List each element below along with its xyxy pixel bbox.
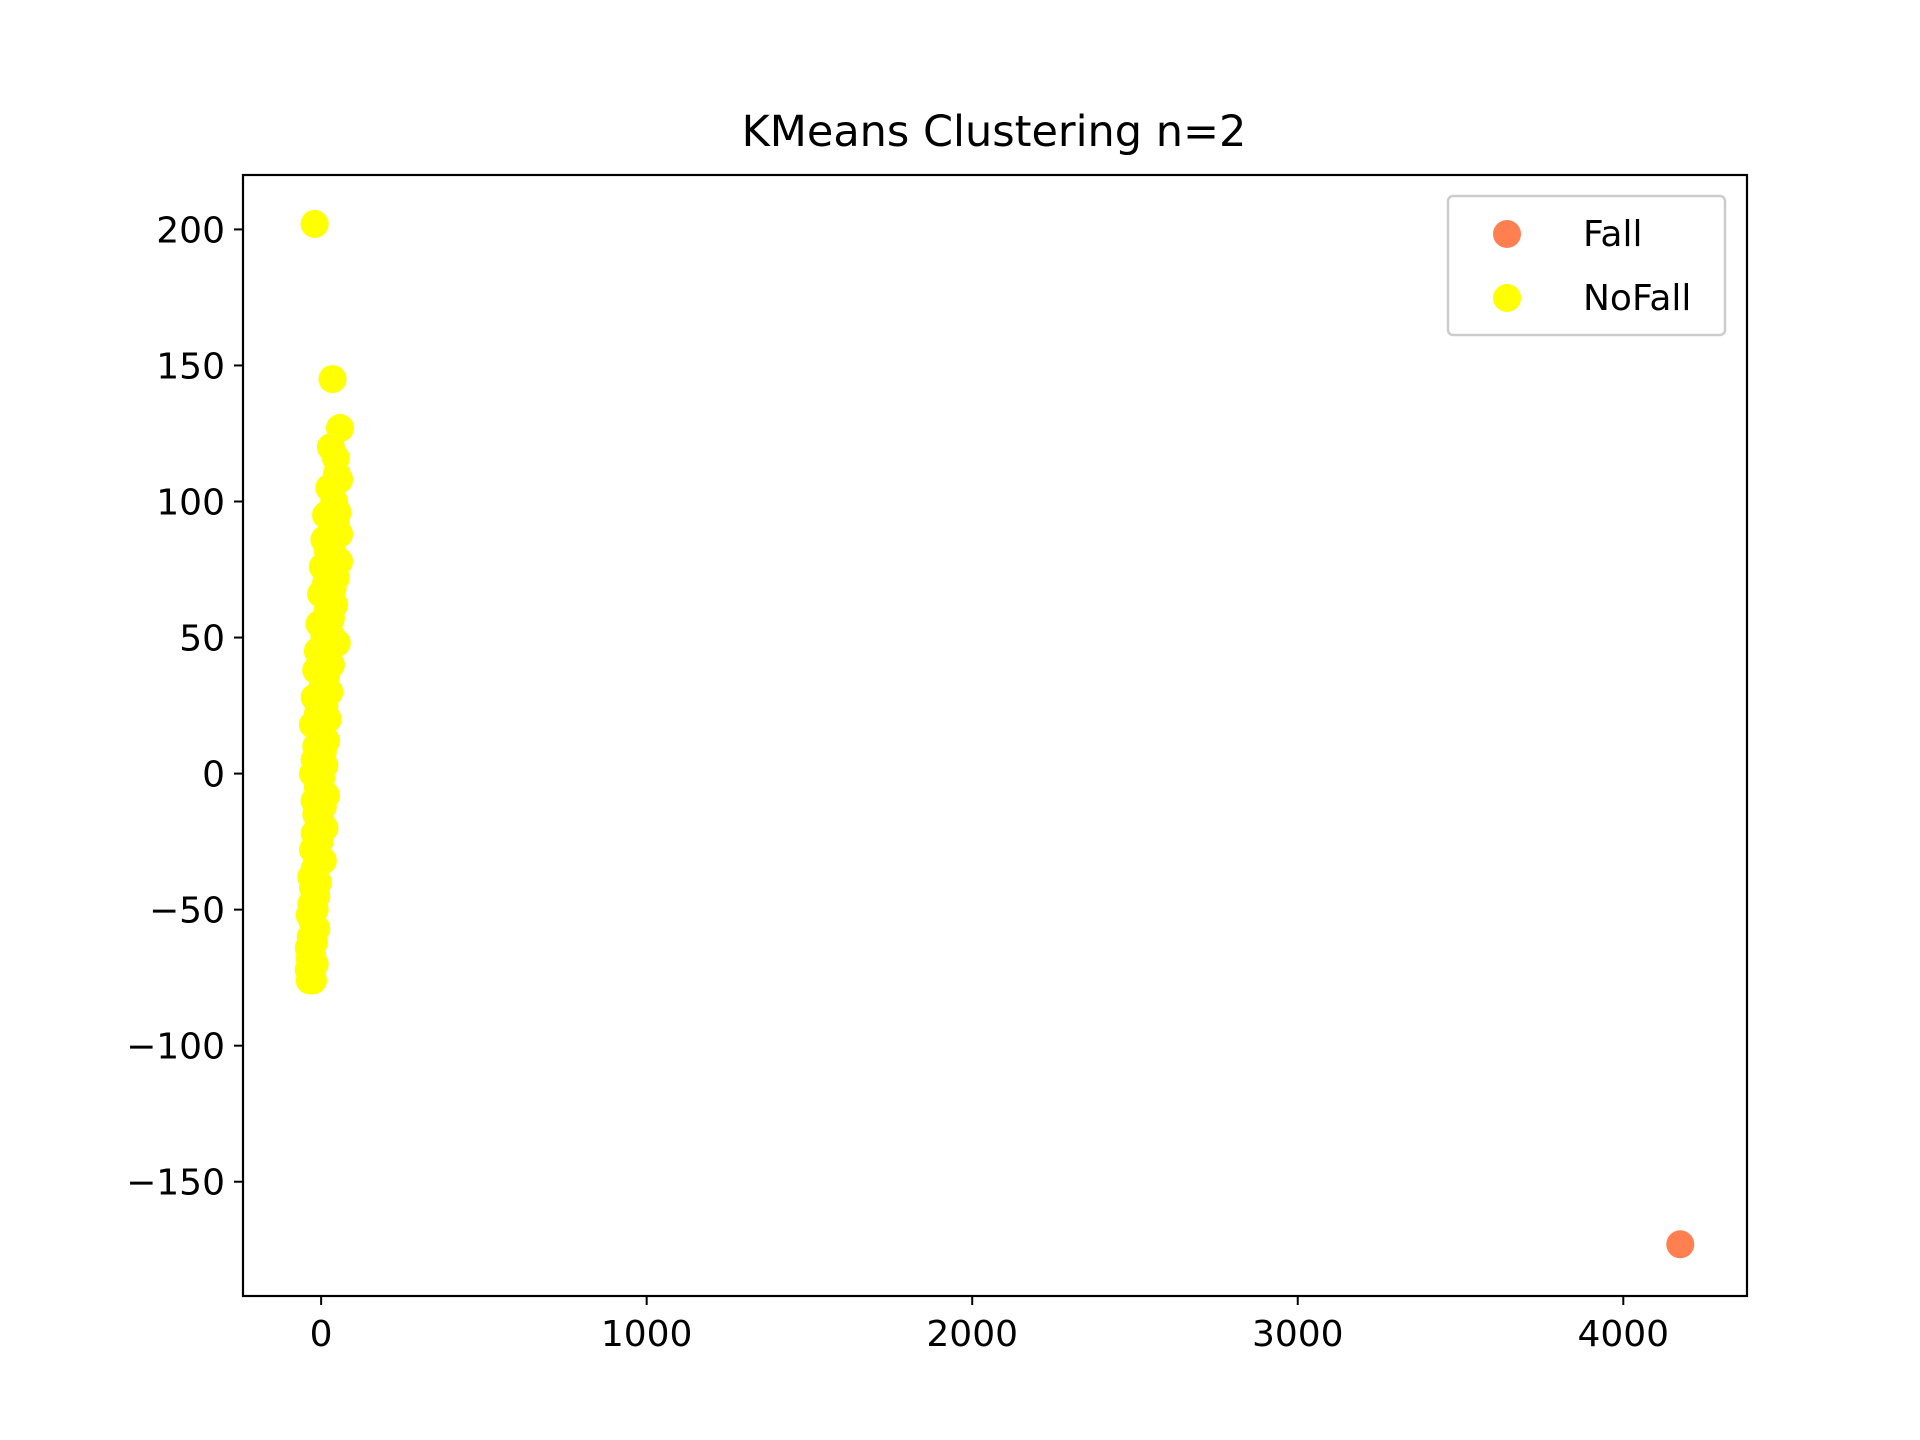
data-point-nofall	[298, 966, 327, 995]
y-tick-label: 150	[156, 346, 225, 387]
plot-area	[243, 175, 1747, 1296]
y-tick-label: −100	[126, 1027, 225, 1068]
series-fall	[1666, 1230, 1695, 1259]
legend-marker-fall	[1493, 220, 1521, 248]
data-point-fall	[1666, 1230, 1695, 1259]
x-tick-label: 0	[310, 1314, 333, 1355]
y-tick-label: 200	[156, 210, 225, 251]
y-tick-label: −150	[126, 1163, 225, 1204]
chart-title: KMeans Clustering n=2	[742, 107, 1247, 157]
x-tick-label: 3000	[1252, 1314, 1344, 1355]
legend-marker-nofall	[1493, 284, 1521, 312]
data-point-nofall	[300, 209, 329, 238]
legend-label-fall: Fall	[1583, 214, 1642, 255]
legend-label-nofall: NoFall	[1583, 278, 1691, 319]
y-tick-label: 0	[202, 755, 225, 796]
y-tick-label: 100	[156, 483, 225, 524]
y-tick-label: 50	[179, 619, 225, 660]
x-axis: 0 1000 2000 3000 4000	[310, 1296, 1669, 1355]
plot-frame	[241, 173, 1749, 1298]
x-tick-label: 4000	[1577, 1314, 1669, 1355]
y-axis: −150 −100 −50 0 50 100 150 200	[126, 210, 243, 1204]
legend: Fall NoFall	[1446, 194, 1727, 337]
x-tick-label: 2000	[926, 1314, 1018, 1355]
points-layer	[294, 209, 1695, 1259]
y-tick-label: −50	[149, 891, 225, 932]
series-nofall	[294, 209, 355, 995]
data-point-nofall	[318, 365, 347, 394]
x-tick-label: 1000	[601, 1314, 693, 1355]
